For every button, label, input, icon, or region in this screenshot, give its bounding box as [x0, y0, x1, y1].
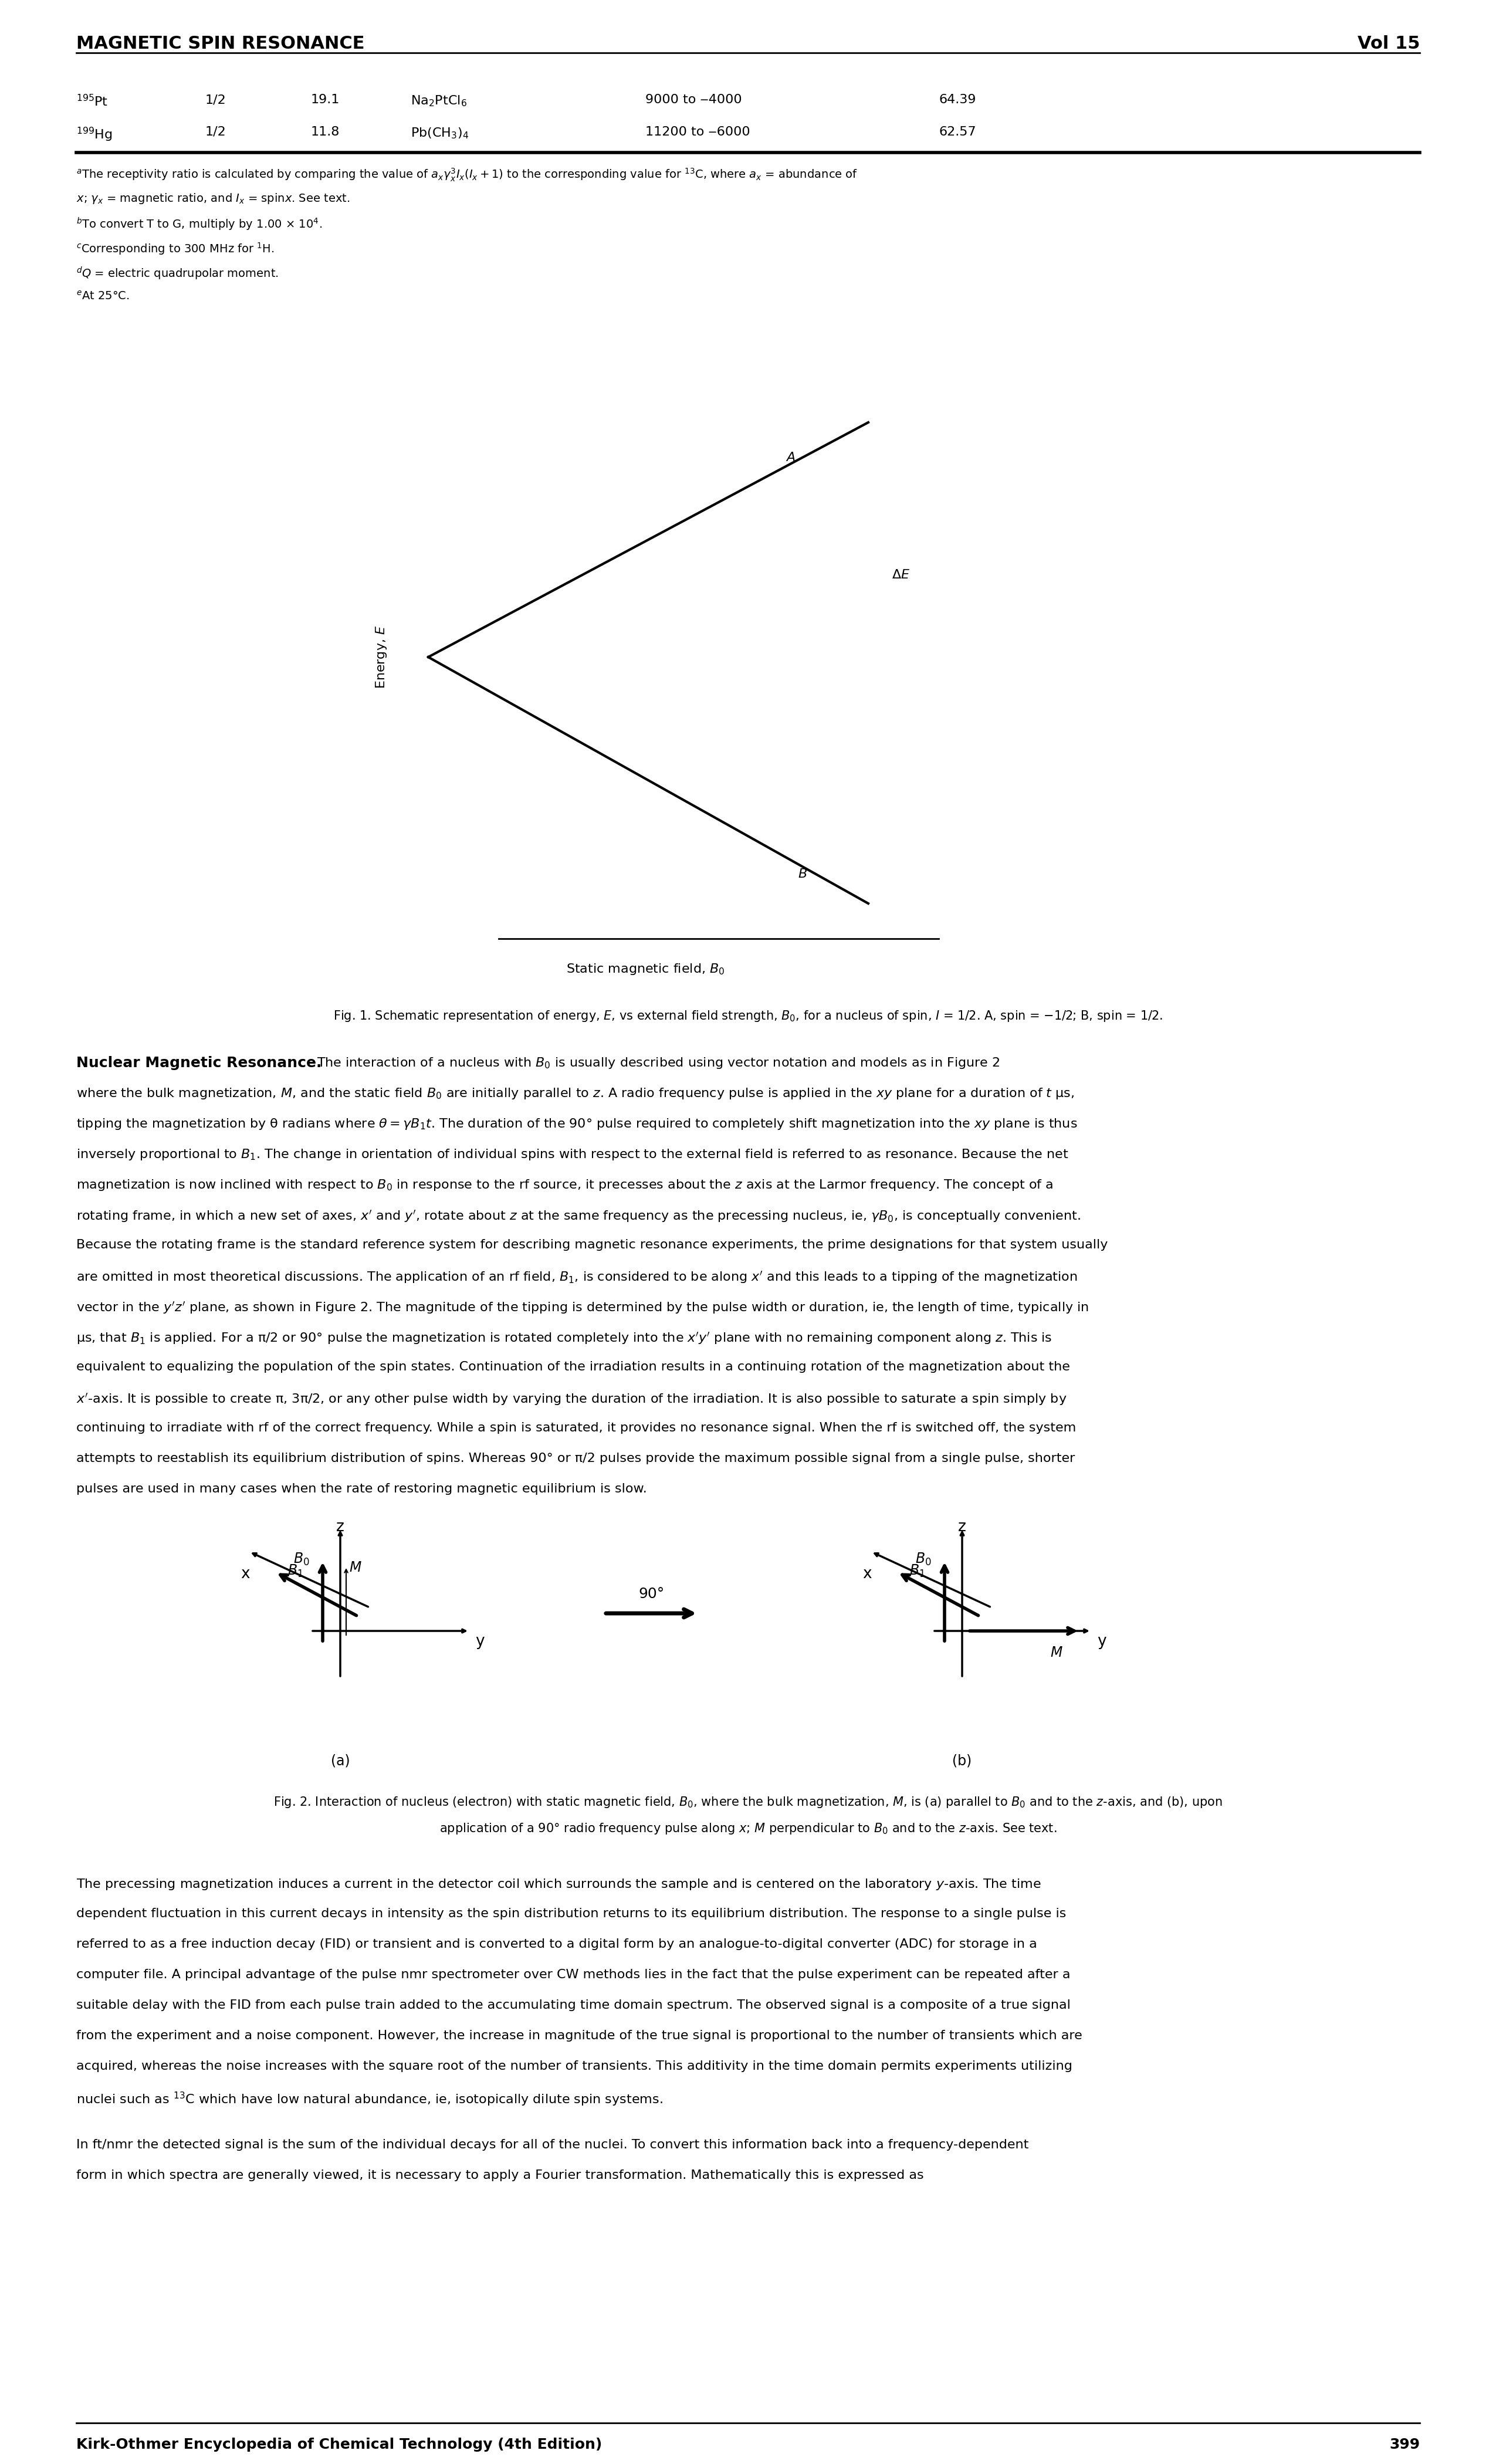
- Text: $^{195}$Pt: $^{195}$Pt: [76, 94, 108, 108]
- Text: In ft/nmr the detected signal is the sum of the individual decays for all of the: In ft/nmr the detected signal is the sum…: [76, 2139, 1029, 2151]
- Text: $^b$To convert T to G, multiply by 1.00 $\times$ 10$^4$.: $^b$To convert T to G, multiply by 1.00 …: [76, 217, 322, 232]
- Text: referred to as a free induction decay (FID) or transient and is converted to a d: referred to as a free induction decay (F…: [76, 1939, 1037, 1949]
- Text: pulses are used in many cases when the rate of restoring magnetic equilibrium is: pulses are used in many cases when the r…: [76, 1483, 646, 1496]
- Text: B: B: [797, 867, 806, 880]
- Text: 1/2: 1/2: [205, 126, 226, 138]
- Text: 9000 to ‒4000: 9000 to ‒4000: [645, 94, 742, 106]
- Text: computer file. A principal advantage of the pulse nmr spectrometer over CW metho: computer file. A principal advantage of …: [76, 1969, 1070, 1981]
- Text: $M$: $M$: [349, 1560, 362, 1574]
- Text: $^{199}$Hg: $^{199}$Hg: [76, 126, 112, 143]
- Text: rotating frame, in which a new set of axes, $x'$ and $y'$, rotate about $z$ at t: rotating frame, in which a new set of ax…: [76, 1207, 1080, 1225]
- Text: magnetization is now inclined with respect to $B_0$ in response to the rf source: magnetization is now inclined with respe…: [76, 1178, 1053, 1193]
- Text: $^d$$Q$ = electric quadrupolar moment.: $^d$$Q$ = electric quadrupolar moment.: [76, 266, 278, 281]
- Text: 11.8: 11.8: [311, 126, 340, 138]
- Text: 62.57: 62.57: [938, 126, 975, 138]
- Text: 399: 399: [1390, 2437, 1420, 2452]
- Text: Pb(CH$_3$)$_4$: Pb(CH$_3$)$_4$: [411, 126, 468, 140]
- Text: $\Delta E$: $\Delta E$: [892, 569, 910, 582]
- Text: tipping the magnetization by θ radians where $\theta = \gamma B_1 t$. The durati: tipping the magnetization by θ radians w…: [76, 1116, 1077, 1131]
- Text: $^c$Corresponding to 300 MHz for $^1$H.: $^c$Corresponding to 300 MHz for $^1$H.: [76, 241, 274, 256]
- Text: Energy, $E$: Energy, $E$: [374, 626, 389, 690]
- Text: application of a 90° radio frequency pulse along $x$; $M$ perpendicular to $B_0$: application of a 90° radio frequency pul…: [440, 1821, 1056, 1836]
- Text: Static magnetic field, $B_0$: Static magnetic field, $B_0$: [565, 961, 724, 976]
- Text: Fig. 1. Schematic representation of energy, $E$, vs external field strength, $B_: Fig. 1. Schematic representation of ener…: [334, 1010, 1162, 1023]
- Text: $M$: $M$: [1050, 1646, 1062, 1661]
- Text: x: x: [241, 1567, 250, 1582]
- Text: Fig. 2. Interaction of nucleus (electron) with static magnetic field, $B_0$, whe: Fig. 2. Interaction of nucleus (electron…: [274, 1796, 1222, 1809]
- Text: form in which spectra are generally viewed, it is necessary to apply a Fourier t: form in which spectra are generally view…: [76, 2168, 923, 2181]
- Text: nuclei such as $^{13}$C which have low natural abundance, ie, isotopically dilut: nuclei such as $^{13}$C which have low n…: [76, 2092, 663, 2109]
- Text: 90°: 90°: [639, 1587, 664, 1602]
- Text: are omitted in most theoretical discussions. The application of an rf field, $B_: are omitted in most theoretical discussi…: [76, 1269, 1077, 1284]
- Text: 11200 to ‒6000: 11200 to ‒6000: [645, 126, 749, 138]
- Text: $B_1$: $B_1$: [287, 1565, 304, 1579]
- Text: The precessing magnetization induces a current in the detector coil which surrou: The precessing magnetization induces a c…: [76, 1878, 1041, 1892]
- Text: dependent fluctuation in this current decays in intensity as the spin distributi: dependent fluctuation in this current de…: [76, 1907, 1067, 1919]
- Text: 64.39: 64.39: [938, 94, 975, 106]
- Text: MAGNETIC SPIN RESONANCE: MAGNETIC SPIN RESONANCE: [76, 34, 365, 52]
- Text: z: z: [957, 1520, 966, 1535]
- Text: The interaction of a nucleus with $B_0$ is usually described using vector notati: The interaction of a nucleus with $B_0$ …: [317, 1057, 999, 1069]
- Text: vector in the $y'z'$ plane, as shown in Figure 2. The magnitude of the tipping i: vector in the $y'z'$ plane, as shown in …: [76, 1301, 1089, 1316]
- Text: $B_1$: $B_1$: [910, 1565, 925, 1579]
- Text: 1/2: 1/2: [205, 94, 226, 106]
- Text: μs, that $B_1$ is applied. For a π/2 or 90° pulse the magnetization is rotated c: μs, that $B_1$ is applied. For a π/2 or …: [76, 1331, 1052, 1345]
- Text: inversely proportional to $B_1$. The change in orientation of individual spins w: inversely proportional to $B_1$. The cha…: [76, 1148, 1068, 1161]
- Text: Kirk-Othmer Encyclopedia of Chemical Technology (4th Edition): Kirk-Othmer Encyclopedia of Chemical Tec…: [76, 2437, 601, 2452]
- Text: (a): (a): [331, 1754, 350, 1769]
- Text: suitable delay with the FID from each pulse train added to the accumulating time: suitable delay with the FID from each pu…: [76, 1998, 1071, 2011]
- Text: continuing to irradiate with rf of the correct frequency. While a spin is satura: continuing to irradiate with rf of the c…: [76, 1422, 1076, 1434]
- Text: Na$_2$PtCl$_6$: Na$_2$PtCl$_6$: [411, 94, 467, 108]
- Text: where the bulk magnetization, $M$, and the static field $B_0$ are initially para: where the bulk magnetization, $M$, and t…: [76, 1087, 1074, 1101]
- Text: z: z: [337, 1520, 344, 1535]
- Text: x: x: [862, 1567, 872, 1582]
- Text: acquired, whereas the noise increases with the square root of the number of tran: acquired, whereas the noise increases wi…: [76, 2060, 1073, 2072]
- Text: from the experiment and a noise component. However, the increase in magnitude of: from the experiment and a noise componen…: [76, 2030, 1082, 2043]
- Text: y: y: [1097, 1634, 1106, 1648]
- Text: y: y: [476, 1634, 485, 1648]
- Text: attempts to reestablish its equilibrium distribution of spins. Whereas 90° or π/: attempts to reestablish its equilibrium …: [76, 1454, 1076, 1464]
- Text: $^e$At 25°C.: $^e$At 25°C.: [76, 291, 130, 303]
- Text: $x$; $\gamma_x$ = magnetic ratio, and $I_x$ = spin$x$. See text.: $x$; $\gamma_x$ = magnetic ratio, and $I…: [76, 192, 350, 205]
- Text: $B_0$: $B_0$: [293, 1552, 310, 1567]
- Text: Vol 15: Vol 15: [1357, 34, 1420, 52]
- Text: (b): (b): [953, 1754, 972, 1769]
- Text: $x'$-axis. It is possible to create π, 3π/2, or any other pulse width by varying: $x'$-axis. It is possible to create π, 3…: [76, 1392, 1067, 1407]
- Text: $B_0$: $B_0$: [916, 1552, 932, 1567]
- Text: Nuclear Magnetic Resonance.: Nuclear Magnetic Resonance.: [76, 1057, 322, 1069]
- Text: Because the rotating frame is the standard reference system for describing magne: Because the rotating frame is the standa…: [76, 1239, 1109, 1252]
- Text: equivalent to equalizing the population of the spin states. Continuation of the : equivalent to equalizing the population …: [76, 1360, 1070, 1372]
- Text: A: A: [785, 451, 794, 463]
- Text: 19.1: 19.1: [311, 94, 340, 106]
- Text: $^a$The receptivity ratio is calculated by comparing the value of $a_x\gamma_x^3: $^a$The receptivity ratio is calculated …: [76, 168, 857, 182]
